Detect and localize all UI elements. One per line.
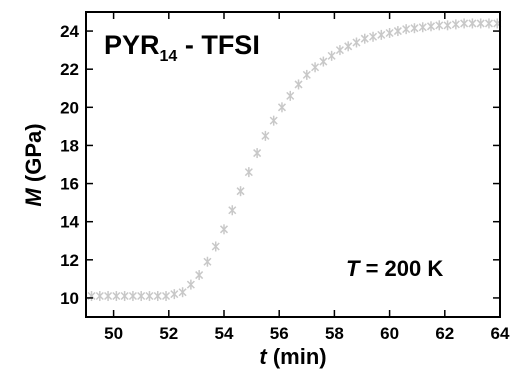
data-point	[468, 18, 477, 29]
data-point	[369, 31, 378, 42]
axis-ticks: 50 52 54 56 58 60 62 64 10 12 14 16 18 20 22 24	[60, 12, 510, 343]
data-point	[377, 29, 386, 40]
data-point	[186, 279, 195, 290]
data-point	[228, 205, 237, 216]
data-point	[443, 20, 452, 31]
data-point	[145, 291, 154, 302]
data-point	[261, 130, 270, 141]
y-axis-unit: (GPa)	[21, 123, 46, 188]
x-tick-label: 62	[435, 324, 454, 343]
data-point	[286, 90, 295, 101]
data-point	[402, 24, 411, 35]
data-point	[393, 26, 402, 37]
sample-subscript: 14	[160, 48, 178, 65]
x-tick-label: 54	[215, 324, 234, 343]
y-axis-title: M (GPa)	[21, 123, 46, 206]
data-point	[104, 291, 113, 302]
x-tick-label: 50	[104, 324, 123, 343]
x-axis-unit: (min)	[267, 344, 327, 369]
y-tick-label: 14	[60, 213, 79, 232]
data-point	[211, 241, 220, 252]
data-point	[153, 291, 162, 302]
y-tick-label: 16	[60, 175, 79, 194]
y-tick-label: 18	[60, 136, 79, 155]
data-point	[385, 27, 394, 38]
x-tick-label: 56	[270, 324, 289, 343]
data-point	[269, 115, 278, 126]
temperature-label: T = 200 K	[346, 256, 443, 281]
data-point	[302, 69, 311, 80]
y-tick-label: 20	[60, 98, 79, 117]
data-point	[195, 270, 204, 281]
data-point	[344, 41, 353, 52]
data-point	[451, 19, 460, 30]
x-axis-var: t	[259, 344, 268, 369]
y-tick-label: 22	[60, 60, 79, 79]
data-point	[87, 291, 96, 302]
data-point	[335, 45, 344, 56]
sample-rest: - TFSI	[177, 30, 260, 60]
temperature-rest: = 200 K	[359, 256, 443, 281]
x-tick-label: 64	[491, 324, 510, 343]
data-point	[426, 21, 436, 32]
data-point	[294, 79, 303, 90]
plot-frame	[85, 11, 501, 318]
data-point	[484, 18, 493, 29]
y-tick-label: 12	[60, 251, 79, 270]
data-point	[460, 18, 469, 29]
data-point	[435, 20, 444, 31]
data-point	[112, 291, 121, 302]
x-axis-title: t (min)	[259, 344, 326, 369]
data-point	[128, 291, 137, 302]
data-markers	[87, 18, 502, 302]
data-point	[162, 291, 171, 302]
data-point	[219, 224, 229, 235]
data-point	[170, 289, 179, 300]
data-point	[476, 18, 485, 29]
y-tick-label: 24	[60, 22, 79, 41]
data-point	[95, 291, 104, 302]
data-point	[319, 56, 328, 67]
y-tick-label: 10	[60, 289, 79, 308]
temperature-var: T	[346, 256, 361, 281]
x-tick-label: 58	[325, 324, 344, 343]
data-point	[137, 291, 146, 302]
data-point	[203, 256, 212, 267]
data-point	[236, 186, 245, 197]
data-point	[178, 287, 187, 298]
data-point	[418, 22, 427, 33]
data-point	[360, 33, 369, 44]
data-point	[352, 37, 361, 48]
x-tick-label: 60	[380, 324, 399, 343]
data-point	[244, 167, 253, 178]
data-point	[410, 23, 419, 34]
data-point	[277, 102, 286, 113]
sample-label: PYR14 - TFSI	[104, 30, 260, 65]
data-point	[120, 291, 129, 302]
data-point	[253, 148, 262, 159]
data-point	[311, 62, 320, 73]
y-axis-var: M	[21, 188, 46, 207]
sample-main: PYR	[104, 30, 160, 60]
data-point	[327, 50, 336, 61]
x-tick-label: 52	[159, 324, 178, 343]
